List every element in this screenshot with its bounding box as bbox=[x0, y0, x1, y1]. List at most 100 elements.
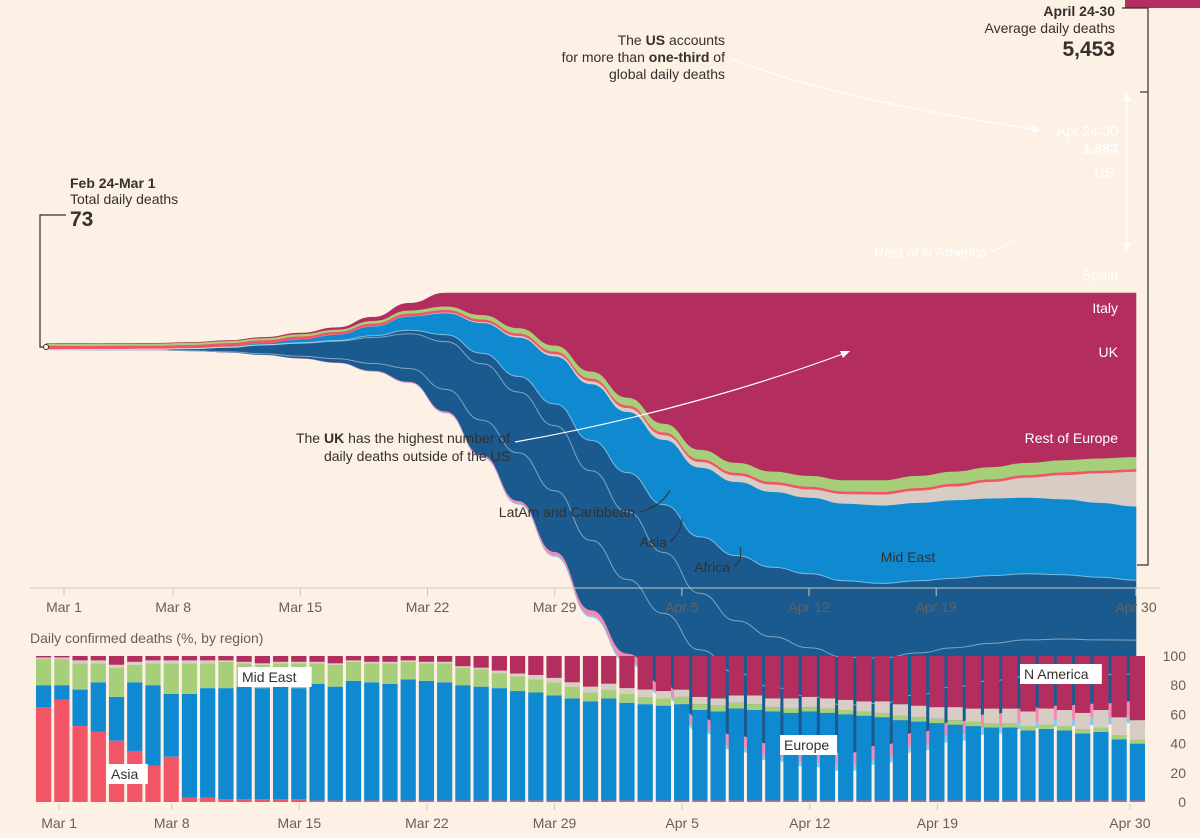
bar-y-tick-label: 80 bbox=[1170, 677, 1186, 693]
bar-segment-n-america bbox=[182, 656, 197, 660]
label-rest-n-america: Rest of N America bbox=[874, 244, 987, 260]
bar-segment-other bbox=[1075, 713, 1090, 729]
uk-note-line1: The UK has the highest number of bbox=[296, 430, 510, 446]
bar-segment-asia bbox=[364, 801, 379, 802]
bar-segment-mid-east bbox=[893, 716, 908, 720]
bar-segment-mid-east bbox=[710, 706, 725, 712]
bar-segment-other bbox=[510, 674, 525, 677]
bar-segment-asia bbox=[929, 801, 944, 802]
bar-segment-asia bbox=[218, 799, 233, 802]
bar-segment-europe bbox=[1020, 730, 1035, 800]
bar-segment-mid-east bbox=[200, 663, 215, 688]
bar-segment-n-america bbox=[583, 656, 598, 687]
bar-segment-other bbox=[911, 706, 926, 718]
bar-segment-other bbox=[875, 701, 890, 713]
bar-x-tick-label: Apr 12 bbox=[789, 815, 830, 831]
top-tick-label: Mar 15 bbox=[279, 599, 323, 615]
bar-segment-mid-east bbox=[729, 703, 744, 709]
bar-segment-asia bbox=[164, 757, 179, 802]
bar-segment-other bbox=[838, 700, 853, 710]
bar-segment-mid-east bbox=[182, 663, 197, 694]
bar-segment-mid-east bbox=[109, 668, 124, 697]
bar-segment-n-america bbox=[820, 656, 835, 698]
bar-segment-mid-east bbox=[364, 663, 379, 682]
end-value: 5,453 bbox=[1062, 38, 1115, 61]
uk-note-line2: daily deaths outside of the US bbox=[324, 448, 510, 464]
bar-segment-n-america bbox=[200, 656, 215, 660]
bar-segment-n-america bbox=[309, 656, 324, 662]
bar-segment-n-america bbox=[729, 656, 744, 695]
bar-segment-n-america bbox=[656, 656, 671, 691]
bar-segment-asia bbox=[947, 801, 962, 802]
bar-segment-n-america bbox=[127, 656, 142, 662]
bar-segment-other bbox=[36, 657, 51, 658]
bar-segment-asia bbox=[1093, 801, 1108, 802]
bar-segment-mid-east bbox=[783, 709, 798, 713]
bar-segment-mid-east bbox=[638, 697, 653, 704]
bar-segment-other bbox=[200, 660, 215, 663]
bar-segment-n-america bbox=[966, 656, 981, 709]
bar-segment-europe bbox=[437, 682, 452, 800]
bar-segment-mid-east bbox=[36, 659, 51, 685]
top-tick-label: Mar 22 bbox=[406, 599, 450, 615]
label-us: US bbox=[1095, 164, 1114, 180]
bar-segment-europe bbox=[1039, 729, 1054, 801]
bar-segment-other bbox=[127, 662, 142, 665]
bar-segment-europe bbox=[401, 679, 416, 800]
bar-segment-other bbox=[492, 671, 507, 674]
bar-segment-n-america bbox=[710, 656, 725, 698]
bar-segment-asia bbox=[619, 801, 634, 802]
bar-segment-mid-east bbox=[164, 663, 179, 694]
us-note-line3: global daily deaths bbox=[609, 66, 725, 82]
bar-segment-mid-east bbox=[966, 722, 981, 726]
bar-segment-n-america bbox=[255, 656, 270, 663]
bar-segment-other bbox=[1093, 710, 1108, 728]
bar-segment-other bbox=[546, 678, 561, 682]
bar-segment-mid-east bbox=[145, 663, 160, 685]
bar-segment-mid-east bbox=[947, 720, 962, 724]
bar-segment-asia bbox=[1039, 801, 1054, 802]
bar-segment-asia bbox=[856, 801, 871, 802]
bar-segment-mid-east bbox=[72, 663, 87, 689]
bar-segment-asia bbox=[510, 801, 525, 802]
bar-segment-n-america bbox=[437, 656, 452, 662]
bar-segment-mid-east bbox=[382, 663, 397, 683]
bar-segment-mid-east bbox=[127, 665, 142, 683]
bar-segment-mid-east bbox=[1075, 729, 1090, 733]
bar-segment-asia bbox=[237, 799, 252, 802]
bar-segment-asia bbox=[346, 801, 361, 802]
bar-segment-europe bbox=[145, 685, 160, 765]
bar-segment-europe bbox=[875, 717, 890, 800]
bar-segment-asia bbox=[729, 801, 744, 802]
bar-segment-n-america bbox=[419, 656, 434, 662]
bar-segment-n-america bbox=[783, 656, 798, 698]
bar-segment-n-america bbox=[346, 656, 361, 660]
bar-segment-asia bbox=[565, 801, 580, 802]
bar-segment-other bbox=[783, 698, 798, 708]
bar-segment-asia bbox=[1002, 801, 1017, 802]
top-tick-label: Apr 5 bbox=[665, 599, 699, 615]
end-title: April 24-30 bbox=[1043, 3, 1115, 19]
bar-y-tick-label: 40 bbox=[1170, 736, 1186, 752]
bar-segment-n-america bbox=[692, 656, 707, 697]
bar-segment-other bbox=[619, 688, 634, 694]
bar-segment-other bbox=[273, 662, 288, 663]
bar-segment-n-america bbox=[72, 656, 87, 660]
bar-segment-other bbox=[164, 660, 179, 663]
bar-segment-europe bbox=[1075, 733, 1090, 800]
bar-segment-asia bbox=[1057, 801, 1072, 802]
bar-segment-europe bbox=[127, 682, 142, 751]
bar-segment-n-america bbox=[1112, 656, 1127, 717]
bar-segment-europe bbox=[419, 681, 434, 801]
bar-segment-mid-east bbox=[656, 698, 671, 705]
us-pointer-line bbox=[730, 58, 1040, 130]
bar-segment-europe bbox=[929, 723, 944, 800]
bar-segment-europe bbox=[182, 694, 197, 798]
bar-segment-asia bbox=[273, 799, 288, 802]
bar-x-tick-label: Mar 15 bbox=[278, 815, 322, 831]
end-subtitle: Average daily deaths bbox=[985, 20, 1116, 36]
bar-segment-n-america bbox=[546, 656, 561, 678]
bar-segment-europe bbox=[692, 710, 707, 801]
end-accent-bar bbox=[1125, 0, 1200, 8]
bar-segment-n-america bbox=[474, 656, 489, 668]
